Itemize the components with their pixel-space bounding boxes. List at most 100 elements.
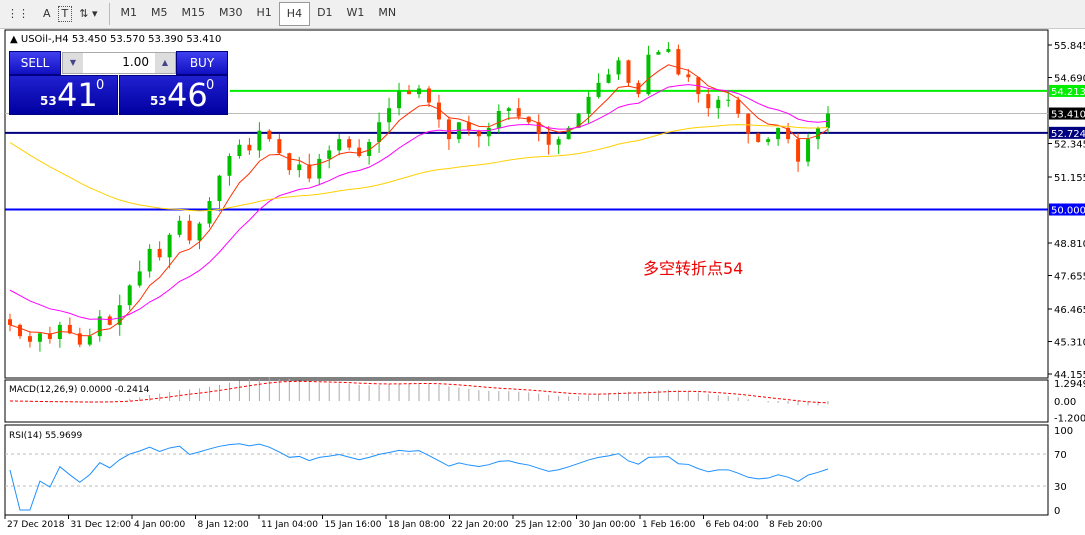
buy-price-point: 0: [206, 78, 215, 93]
candle-body: [347, 139, 352, 148]
timeframe-h1[interactable]: H1: [256, 6, 272, 19]
candle-body: [157, 248, 162, 258]
lot-value[interactable]: 1.00: [122, 55, 149, 69]
lot-size-input[interactable]: ▼ 1.00 ▲: [62, 52, 176, 74]
timeframe-m1[interactable]: M1: [120, 6, 138, 19]
candle-body: [137, 271, 142, 286]
macd-panel: [4, 379, 1049, 423]
rsi-panel: [4, 424, 1049, 516]
candle-body: [407, 91, 412, 95]
candle-body: [367, 141, 372, 157]
candle-body: [766, 139, 771, 142]
candle-body: [217, 175, 222, 202]
sell-button[interactable]: SELL: [9, 51, 61, 75]
candle-body: [277, 139, 282, 154]
candle-body: [746, 113, 751, 134]
candle-body: [586, 96, 591, 114]
chart-canvas[interactable]: 55.845 54.690 52.345 51.155 48.810 47.655 46.4…: [0, 28, 1085, 535]
candle-body: [436, 102, 441, 120]
timeframe-m5[interactable]: M5: [151, 6, 168, 19]
lot-decrease-icon[interactable]: ▼: [63, 53, 83, 73]
candle-body: [676, 49, 681, 75]
candle-body: [97, 316, 102, 337]
time-axis-label: 22 Jan 20:00: [452, 520, 509, 530]
candle-body: [37, 333, 42, 342]
candle-body: [606, 74, 611, 83]
main-panel: [4, 29, 1049, 379]
price-axis-label: 52.345: [1054, 140, 1085, 151]
macd-signal-line: [9, 380, 829, 404]
candle-body: [446, 119, 451, 140]
text-tool-button[interactable]: A: [43, 7, 51, 20]
price-level-badge: [1049, 126, 1085, 139]
macd-axis-label: -1.2005: [1054, 414, 1085, 425]
rsi-axis-label: 30: [1054, 482, 1067, 493]
time-axis-label: 25 Jan 12:00: [515, 520, 572, 530]
candle-body: [107, 316, 112, 325]
sell-price-big: 53: [40, 94, 57, 108]
price-level-label: 52.724: [1051, 129, 1085, 140]
grid-icon[interactable]: ⋮⋮: [7, 7, 29, 20]
buy-price-big: 53: [150, 94, 167, 108]
rsi-axis-label: 70: [1054, 450, 1067, 461]
ma-mid-line: [9, 84, 829, 321]
candle-body: [686, 74, 691, 78]
price-level-badge: [1049, 107, 1085, 120]
candle-body: [67, 324, 72, 334]
price-level-badge: [1049, 84, 1085, 97]
price-axis-label: 47.655: [1054, 271, 1085, 282]
buy-price[interactable]: 53 46 0: [119, 75, 228, 115]
candle-body: [596, 82, 601, 97]
candle-body: [47, 333, 52, 339]
price-axis-label: 55.845: [1054, 41, 1085, 52]
candle-body: [776, 127, 781, 140]
lot-increase-icon[interactable]: ▲: [155, 53, 175, 73]
arrows-tool-icon[interactable]: ⇅ ▾: [79, 7, 98, 20]
price-level-label: 53.410: [1051, 110, 1085, 121]
time-axis-label: 30 Jan 00:00: [579, 520, 636, 530]
price-axis-label: 44.155: [1054, 370, 1085, 381]
buy-button[interactable]: BUY: [176, 51, 228, 75]
timeframe-m15[interactable]: M15: [181, 6, 206, 19]
timeframe-w1[interactable]: W1: [346, 6, 365, 19]
rsi-axis-label: 0: [1054, 506, 1060, 517]
timeframe-h4[interactable]: H4: [278, 2, 311, 26]
candle-body: [486, 127, 491, 137]
timeframe-m30[interactable]: M30: [219, 6, 243, 19]
time-axis-label: 4 Jan 00:00: [134, 520, 186, 530]
candle-body: [8, 319, 12, 325]
candle-body: [536, 122, 541, 134]
buy-price-main: 46: [167, 76, 208, 114]
candle-body: [197, 223, 202, 241]
candle-body: [616, 60, 621, 75]
candle-body: [307, 164, 312, 179]
macd-label: MACD(12,26,9) 0.0000 -0.2414: [9, 385, 150, 395]
candle-body: [327, 150, 332, 159]
sell-price-point: 0: [96, 78, 105, 93]
timeframe-mn[interactable]: MN: [378, 6, 397, 19]
candle-body: [207, 201, 212, 224]
candle-body: [806, 139, 811, 162]
candle-body: [147, 248, 152, 272]
candle-body: [167, 234, 172, 258]
candle-body: [506, 108, 511, 111]
candle-body: [726, 99, 731, 101]
macd-axis-label: 0.00: [1054, 397, 1076, 408]
candle-body: [556, 139, 561, 145]
candle-body: [297, 164, 302, 171]
rsi-label: RSI(14) 55.9699: [9, 431, 82, 441]
candle-body: [177, 220, 182, 235]
time-axis-label: 1 Feb 16:00: [642, 520, 696, 530]
text-label-tool-button[interactable]: T: [57, 6, 73, 22]
sell-price[interactable]: 53 41 0: [9, 75, 118, 115]
candle-body: [826, 113, 830, 128]
time-axis-label: 8 Jan 12:00: [198, 520, 250, 530]
price-level-label: 50.000: [1051, 206, 1085, 217]
timeframe-d1[interactable]: D1: [317, 6, 333, 19]
candle-body: [546, 133, 551, 145]
candle-body: [247, 144, 252, 151]
candle-body: [706, 94, 711, 109]
candle-body: [496, 110, 501, 128]
candle-body: [357, 147, 362, 157]
symbol-ohlc: USOil-,H4 53.450 53.570 53.390 53.410: [20, 34, 222, 45]
